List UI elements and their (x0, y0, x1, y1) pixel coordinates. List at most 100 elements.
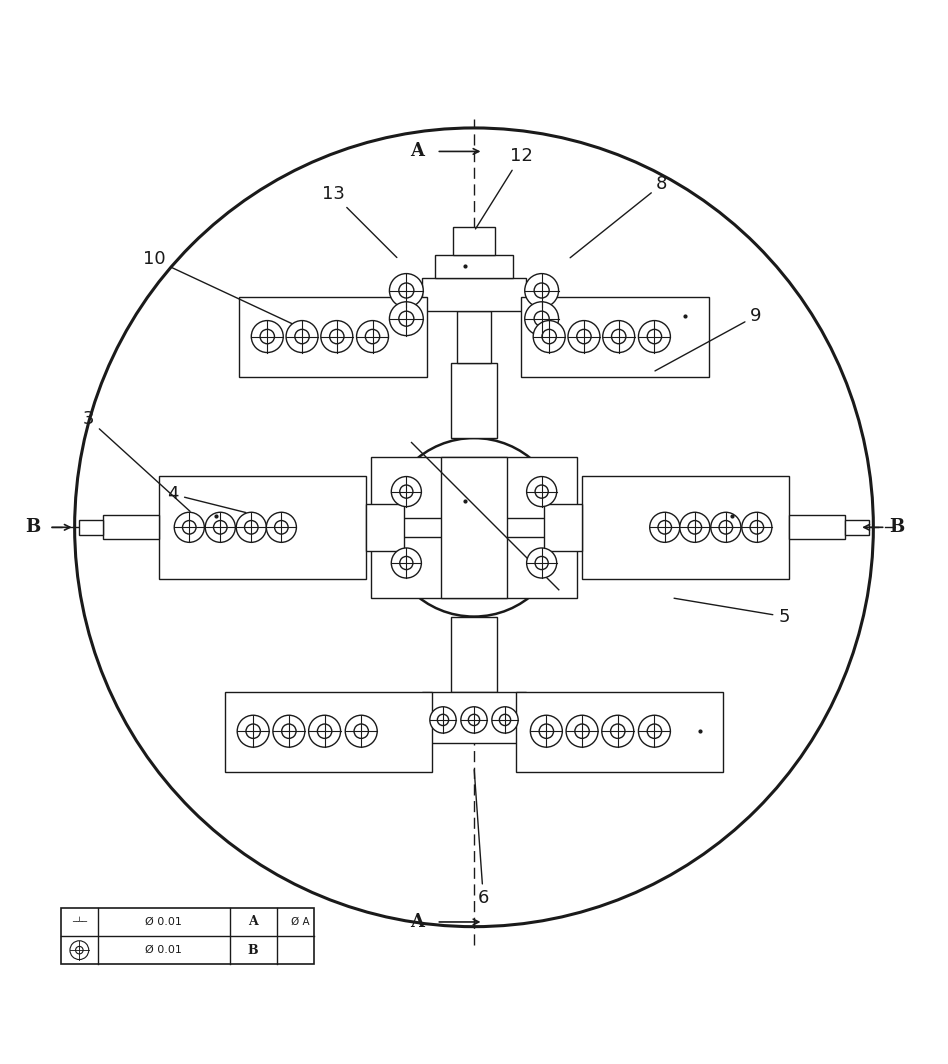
Circle shape (566, 715, 598, 747)
Circle shape (437, 714, 448, 726)
Text: 4: 4 (168, 485, 246, 513)
Circle shape (530, 715, 562, 747)
Text: 9: 9 (655, 306, 761, 371)
Bar (441, 456, 507, 598)
Circle shape (750, 520, 763, 534)
Text: 12: 12 (476, 147, 533, 229)
Bar (450, 363, 498, 438)
Text: B: B (25, 518, 40, 536)
Circle shape (527, 477, 556, 506)
Circle shape (638, 715, 670, 747)
Circle shape (638, 320, 670, 352)
Text: B: B (247, 944, 259, 957)
Circle shape (318, 724, 332, 738)
Circle shape (574, 724, 590, 738)
Text: B: B (889, 518, 904, 536)
Circle shape (385, 438, 563, 616)
Text: ─┴─: ─┴─ (72, 917, 87, 927)
Circle shape (647, 330, 662, 344)
Circle shape (400, 556, 413, 569)
Circle shape (492, 706, 519, 733)
Bar (450, 616, 498, 692)
Bar (366, 504, 404, 551)
Circle shape (354, 724, 369, 738)
Bar (422, 279, 526, 311)
Circle shape (365, 330, 380, 344)
Bar (789, 515, 846, 538)
Circle shape (251, 320, 283, 352)
Text: 6: 6 (474, 769, 489, 908)
Circle shape (534, 311, 549, 327)
Text: Ø 0.01: Ø 0.01 (145, 917, 182, 927)
Circle shape (390, 273, 423, 307)
Bar (517, 692, 723, 771)
Text: Ø 0.01: Ø 0.01 (145, 945, 182, 955)
Circle shape (206, 512, 235, 543)
Circle shape (309, 715, 340, 747)
Bar (239, 297, 427, 377)
Circle shape (525, 302, 558, 335)
Circle shape (273, 715, 305, 747)
Circle shape (76, 946, 83, 954)
Text: 5: 5 (674, 598, 790, 626)
Circle shape (429, 706, 456, 733)
Circle shape (399, 283, 414, 298)
Circle shape (295, 330, 309, 344)
Circle shape (275, 520, 288, 534)
Bar (61, 908, 314, 964)
Circle shape (711, 512, 741, 543)
Circle shape (286, 320, 318, 352)
Circle shape (237, 715, 269, 747)
Circle shape (525, 273, 558, 307)
Circle shape (245, 520, 258, 534)
Circle shape (468, 714, 480, 726)
Circle shape (611, 724, 625, 738)
Circle shape (602, 715, 634, 747)
Circle shape (568, 320, 600, 352)
Circle shape (330, 330, 344, 344)
Circle shape (527, 548, 556, 578)
Bar (457, 311, 491, 363)
Circle shape (647, 724, 662, 738)
Bar (80, 520, 102, 535)
Circle shape (534, 283, 549, 298)
Bar (521, 297, 709, 377)
Circle shape (688, 520, 702, 534)
Circle shape (213, 520, 228, 534)
Circle shape (75, 128, 873, 927)
Circle shape (603, 320, 634, 352)
Bar (422, 692, 526, 744)
Bar (102, 515, 159, 538)
Bar (846, 520, 868, 535)
Circle shape (461, 706, 487, 733)
Text: A: A (410, 913, 425, 931)
Bar (225, 692, 431, 771)
Circle shape (576, 330, 592, 344)
Circle shape (680, 512, 710, 543)
Bar (371, 456, 577, 518)
Bar (371, 536, 577, 598)
Text: 13: 13 (321, 185, 397, 257)
Circle shape (611, 330, 626, 344)
Circle shape (260, 330, 275, 344)
Circle shape (649, 512, 680, 543)
Text: A: A (410, 143, 425, 161)
Circle shape (236, 512, 266, 543)
Circle shape (320, 320, 353, 352)
Circle shape (542, 330, 556, 344)
Circle shape (400, 485, 413, 498)
Text: A: A (248, 915, 258, 929)
Circle shape (500, 714, 511, 726)
Circle shape (390, 302, 423, 335)
Circle shape (183, 520, 196, 534)
Circle shape (356, 320, 389, 352)
Bar (544, 504, 582, 551)
Text: 3: 3 (83, 411, 190, 512)
Circle shape (399, 311, 414, 327)
Bar (453, 227, 495, 254)
Circle shape (539, 724, 554, 738)
Circle shape (246, 724, 261, 738)
Circle shape (282, 724, 296, 738)
Text: 8: 8 (570, 176, 667, 257)
Text: 10: 10 (143, 250, 293, 325)
